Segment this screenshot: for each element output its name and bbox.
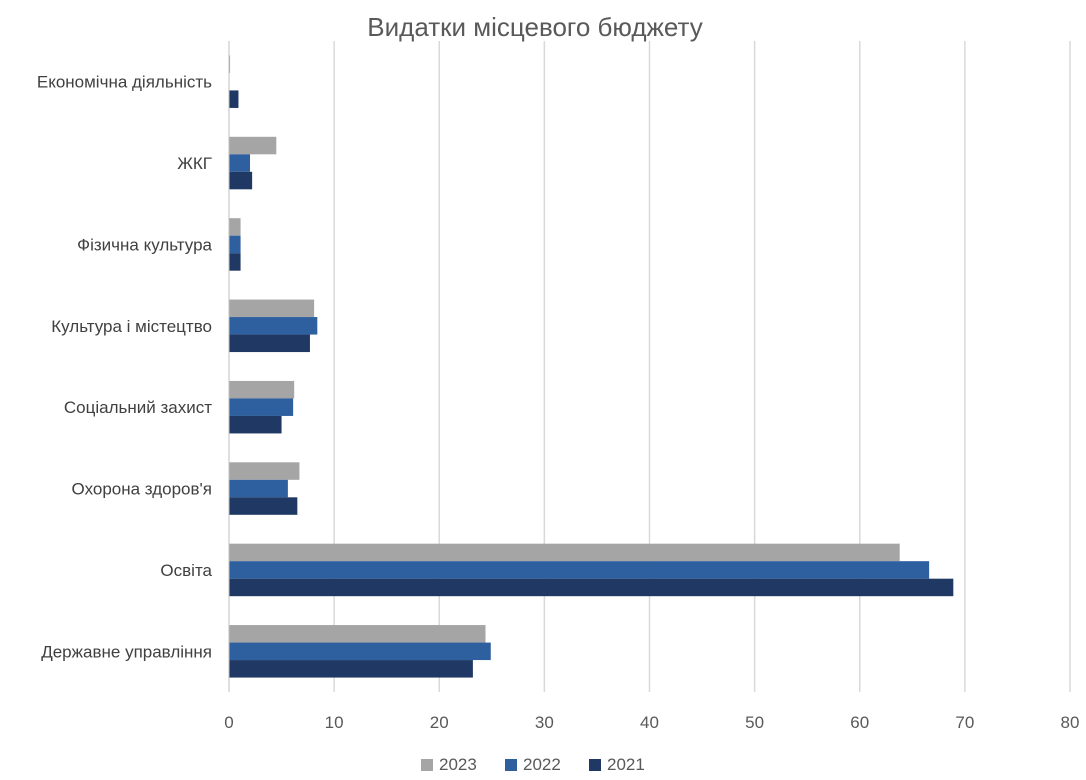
legend-swatch-2023 — [421, 759, 433, 771]
category-label-1: Економічна діяльність — [37, 73, 212, 92]
bar-2022-5 — [229, 398, 294, 416]
bar-2022-6 — [229, 479, 288, 498]
x-tick-label-30: 30 — [535, 713, 554, 732]
bar-2021-2 — [229, 171, 253, 190]
bar-2021-8 — [229, 660, 473, 678]
category-label-6: Охорона здоров'я — [72, 480, 212, 499]
x-tick-label-20: 20 — [430, 713, 449, 732]
legend-swatch-2022 — [505, 759, 517, 771]
bar-2022-3 — [229, 235, 241, 254]
bar-2022-8 — [229, 642, 491, 661]
bar-2023-4 — [229, 299, 315, 318]
legend-label-2022: 2022 — [523, 755, 561, 774]
x-tick-label-60: 60 — [850, 713, 869, 732]
x-axis-ticks: 0 10 20 30 40 50 60 70 80 — [224, 713, 1079, 732]
category-label-4: Культура і містецтво — [51, 317, 212, 336]
category-labels: Економічна діяльність ЖКГ Фізична культура… — [37, 73, 213, 662]
bar-2023-2 — [229, 136, 277, 155]
bar-2021-3 — [229, 253, 241, 271]
chart-title: Видатки місцевого бюджету — [367, 12, 702, 42]
x-tick-label-40: 40 — [640, 713, 659, 732]
gridlines — [333, 41, 1071, 692]
legend-swatch-2021 — [589, 759, 601, 771]
category-label-2: ЖКГ — [177, 154, 212, 173]
x-tick-label-80: 80 — [1061, 713, 1080, 732]
category-label-7: Освіта — [160, 561, 212, 580]
bar-2023-8 — [229, 625, 486, 643]
bar-2022-4 — [229, 317, 318, 335]
bar-2023-1 — [229, 55, 231, 73]
bar-2023-5 — [229, 380, 295, 399]
category-label-8: Державне управління — [41, 642, 212, 661]
bar-2021-4 — [229, 334, 310, 353]
x-tick-label-10: 10 — [325, 713, 344, 732]
bar-2021-7 — [229, 578, 954, 597]
bar-2021-5 — [229, 415, 282, 434]
bar-2021-1 — [229, 90, 239, 108]
category-label-3: Фізична культура — [77, 235, 212, 254]
bars — [228, 41, 954, 692]
x-tick-label-70: 70 — [955, 713, 974, 732]
x-tick-label-0: 0 — [224, 713, 233, 732]
bar-2023-6 — [229, 462, 300, 480]
bar-2023-7 — [229, 543, 900, 562]
bar-2022-7 — [229, 561, 930, 579]
category-label-5: Соціальний захист — [64, 398, 212, 417]
bar-2023-3 — [229, 218, 241, 236]
bar-2022-2 — [229, 154, 251, 172]
legend: 2023 2022 2021 — [421, 755, 645, 774]
x-tick-label-50: 50 — [745, 713, 764, 732]
bar-2021-6 — [229, 497, 298, 515]
legend-label-2021: 2021 — [607, 755, 645, 774]
legend-label-2023: 2023 — [439, 755, 477, 774]
